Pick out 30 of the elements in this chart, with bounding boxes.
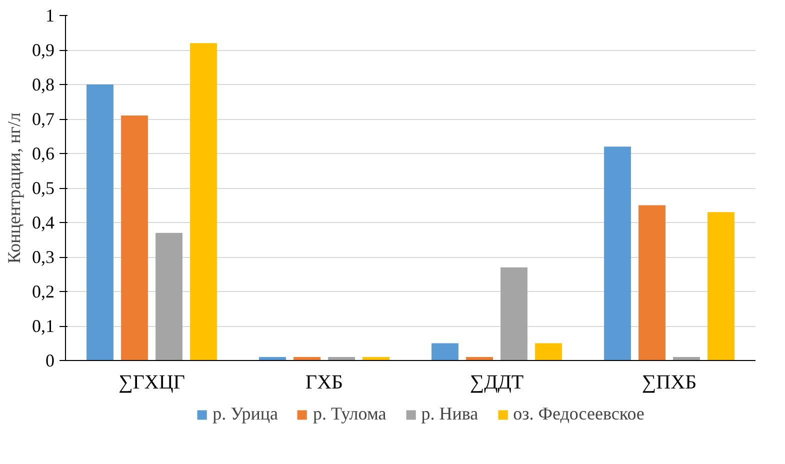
y-tick-label: 0,6: [32, 144, 54, 164]
y-tick-label: 0,2: [32, 282, 54, 302]
bar: [432, 343, 458, 360]
y-tick-label: 0,5: [32, 178, 54, 198]
bar: [535, 343, 562, 360]
y-tick-label: 0,3: [32, 247, 54, 267]
bar: [86, 84, 114, 360]
bar: [708, 212, 734, 360]
legend-label: оз. Федосеевское: [513, 404, 644, 424]
x-tick-label: ГХБ: [306, 372, 344, 394]
legend-label: р. Нива: [421, 404, 478, 424]
x-tick-label: ∑ГХЦГ: [118, 372, 185, 394]
bar: [604, 146, 631, 360]
y-axis-title: Концентрации, нг/л: [4, 112, 24, 264]
legend-label: р. Тулома: [313, 404, 386, 424]
y-tick-label: 1: [46, 6, 54, 26]
x-tick-label: ∑ДДТ: [470, 372, 524, 394]
legend-label: р. Урица: [212, 404, 278, 424]
bar: [500, 267, 528, 360]
y-tick-label: 0,4: [32, 212, 54, 232]
bar: [121, 116, 148, 360]
y-tick-label: 0,1: [32, 316, 54, 336]
bar: [638, 205, 666, 360]
y-tick-label: 0,8: [32, 74, 54, 94]
bar: [190, 43, 217, 360]
y-tick-label: 0,9: [32, 40, 54, 60]
x-tick-label: ∑ПХБ: [642, 372, 697, 394]
bar: [156, 232, 182, 360]
y-tick-label: 0: [46, 350, 54, 370]
y-tick-label: 0,7: [32, 109, 54, 129]
